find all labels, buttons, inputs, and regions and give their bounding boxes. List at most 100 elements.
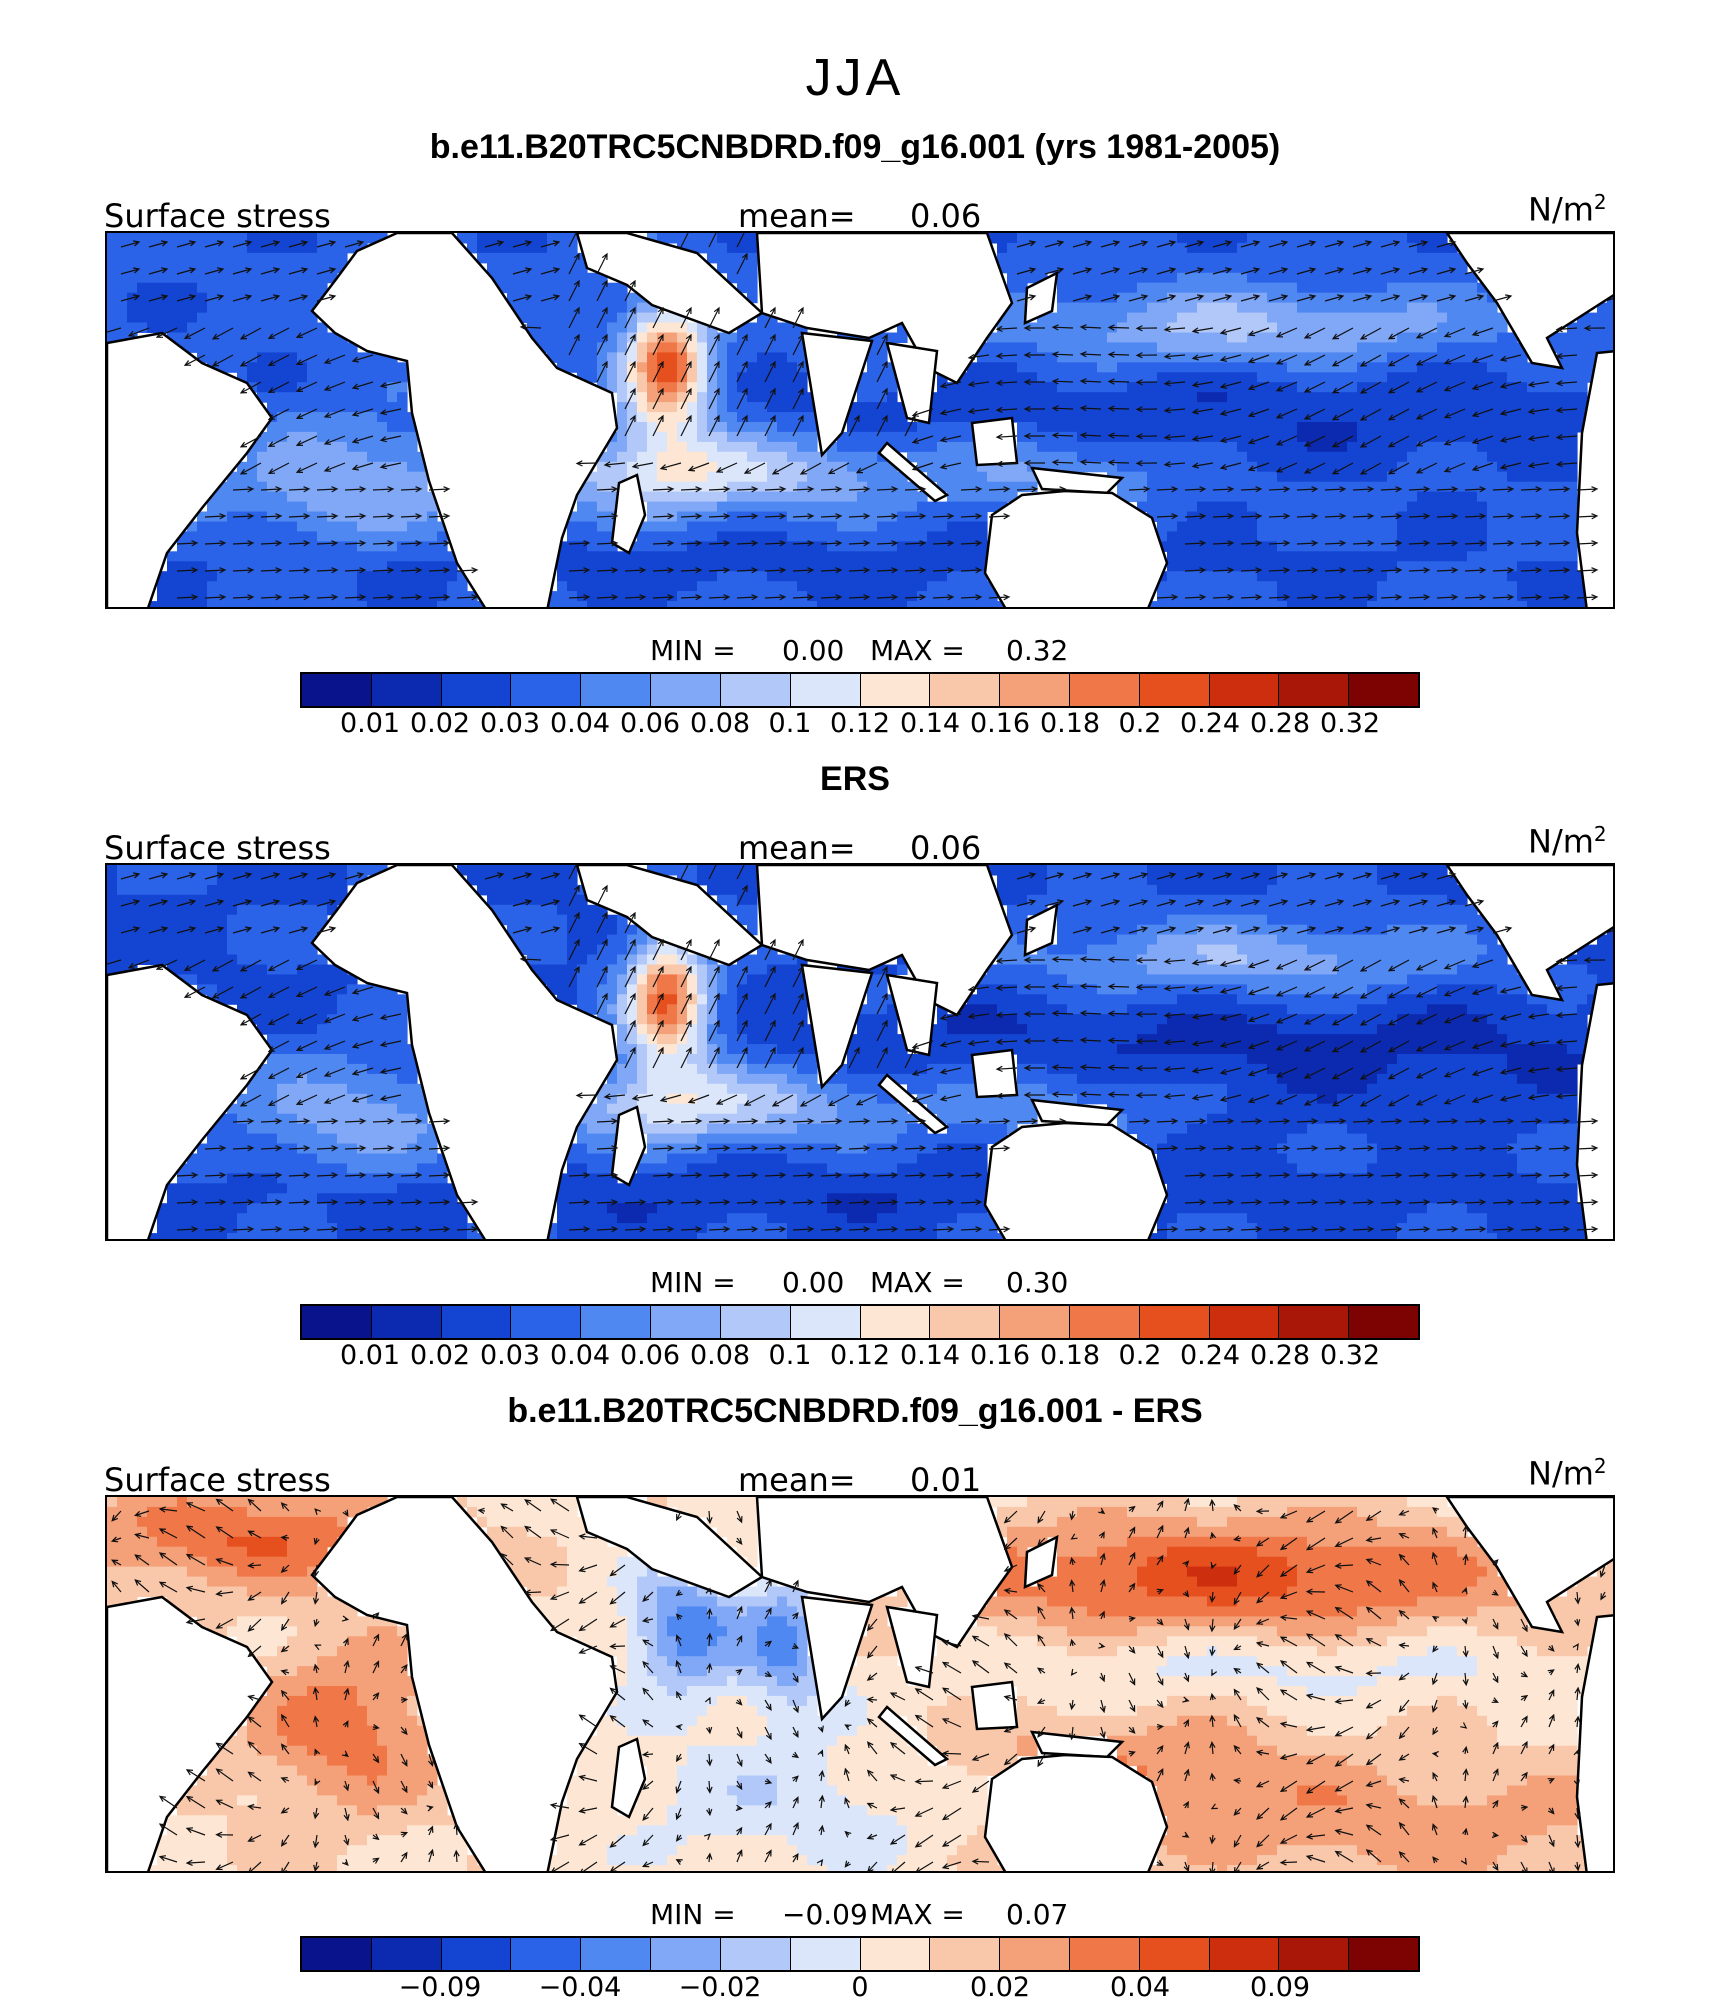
land-madagascar (610, 1105, 647, 1187)
colorbar-tick-label: 0.09 (1249, 1972, 1311, 2003)
colorbar-swatch (790, 674, 861, 706)
units-text: N/m (1528, 822, 1594, 861)
panel-title: b.e11.B20TRC5CNBDRD.f09_g16.001 - ERS (507, 1392, 1203, 1430)
min-label: MIN = (650, 1266, 736, 1299)
colorbar-tick-label: 0.06 (619, 708, 681, 739)
panel-title: b.e11.B20TRC5CNBDRD.f09_g16.001 (yrs 198… (429, 128, 1281, 166)
colorbar-swatch (860, 1306, 931, 1338)
colorbar-swatch (1139, 1938, 1210, 1970)
units-label: N/m2 (1528, 190, 1607, 229)
colorbar-tick-label: 0.24 (1179, 1340, 1241, 1371)
units-label: N/m2 (1528, 822, 1607, 861)
figure-title: JJA (805, 49, 905, 107)
land-australia (983, 489, 1169, 607)
units-exponent: 2 (1593, 190, 1607, 214)
colorbar-tick-label: 0.32 (1319, 708, 1381, 739)
colorbar-tick-label: −0.02 (678, 1972, 762, 2003)
colorbar-swatch (1000, 1306, 1070, 1338)
max-label: MAX = (870, 1898, 965, 1931)
colorbar-swatch (930, 1938, 1001, 1970)
land-japan (1023, 270, 1059, 325)
land-indochina (885, 1605, 939, 1689)
colorbar (300, 1936, 1420, 1972)
land-borneo (970, 1680, 1019, 1731)
colorbar-swatch (930, 674, 1001, 706)
colorbar-tick-label: 0.02 (969, 1972, 1031, 2003)
units-text: N/m (1528, 1454, 1594, 1493)
colorbar-swatch (1279, 1306, 1350, 1338)
land-namerica (1445, 233, 1613, 370)
map-panel-obs (105, 863, 1615, 1241)
shaded-field (107, 865, 1613, 1239)
colorbar-tick-label: 0.28 (1249, 708, 1311, 739)
max-value: 0.30 (1006, 1266, 1069, 1299)
colorbar-tick-label: 0.02 (409, 1340, 471, 1371)
units-text: N/m (1528, 190, 1594, 229)
colorbar-tick-label: 0.04 (549, 708, 611, 739)
land-samerica_w (1575, 1614, 1613, 1871)
colorbar-swatch (302, 1306, 372, 1338)
stress-vectors (107, 865, 1613, 1233)
units-exponent: 2 (1593, 1454, 1607, 1478)
land-india (800, 963, 874, 1090)
min-value: 0.00 (782, 634, 845, 667)
land-madagascar (610, 1737, 647, 1819)
colorbar-swatch (651, 674, 721, 706)
colorbar-tick-label: 0.04 (1109, 1972, 1171, 2003)
map-canvas (107, 865, 1613, 1239)
land-samerica (107, 963, 274, 1239)
land-madagascar (610, 473, 647, 555)
land-namerica (1445, 1497, 1613, 1634)
colorbar-tick-label: 0.18 (1039, 1340, 1101, 1371)
stress-vectors (107, 233, 1613, 601)
min-value: −0.09 (782, 1898, 868, 1931)
colorbar-tick-label: −0.09 (398, 1972, 482, 2003)
colorbar-tick-label: 0.14 (899, 1340, 961, 1371)
land-africa (310, 233, 619, 607)
colorbar (300, 672, 1420, 708)
colorbar-tick-label: 0.16 (969, 708, 1031, 739)
max-label: MAX = (870, 634, 965, 667)
colorbar-tick-label: 0.03 (479, 1340, 541, 1371)
colorbar-swatch (511, 1306, 582, 1338)
colorbar-swatch (441, 674, 512, 706)
colorbar-tick-label: 0.2 (1118, 1340, 1162, 1371)
mean-value: 0.06 (910, 829, 982, 867)
colorbar-tick-label: 0.04 (549, 1340, 611, 1371)
colorbar-swatch (581, 1306, 652, 1338)
coastlines (107, 865, 1613, 1239)
colorbar-tick-label: 0.01 (339, 708, 401, 739)
colorbar-swatch (1139, 674, 1210, 706)
colorbar-swatch (1349, 1306, 1418, 1338)
colorbar-swatch (720, 1306, 791, 1338)
coastlines (107, 1497, 1613, 1871)
map-canvas (107, 1497, 1613, 1871)
colorbar-tick-label: 0.01 (339, 1340, 401, 1371)
colorbar-tick-label: 0.14 (899, 708, 961, 739)
colorbar-swatch (651, 1306, 721, 1338)
land-sumatra (877, 1705, 950, 1767)
land-borneo (970, 1048, 1019, 1099)
colorbar-tick-label: 0.16 (969, 1340, 1031, 1371)
land-borneo (970, 416, 1019, 467)
land-india (800, 1595, 874, 1722)
land-japan (1023, 902, 1059, 957)
colorbar-swatch (302, 1938, 372, 1970)
colorbar-swatch (371, 1306, 442, 1338)
colorbar-tick-label: 0.03 (479, 708, 541, 739)
colorbar-swatch (1349, 674, 1418, 706)
panel-title: ERS (820, 760, 890, 798)
land-arabia (575, 865, 765, 967)
land-india (800, 331, 874, 458)
map-panel-diff (105, 1495, 1615, 1873)
land-arabia (575, 233, 765, 335)
land-australia (983, 1121, 1169, 1239)
colorbar-swatch (651, 1938, 721, 1970)
land-africa (310, 865, 619, 1239)
units-exponent: 2 (1593, 822, 1607, 846)
mean-value: 0.01 (910, 1461, 982, 1499)
colorbar-swatch (930, 1306, 1001, 1338)
shaded-field (107, 1497, 1613, 1871)
colorbar-tick-label: 0.1 (768, 1340, 812, 1371)
mean-label: mean= (738, 1461, 856, 1499)
